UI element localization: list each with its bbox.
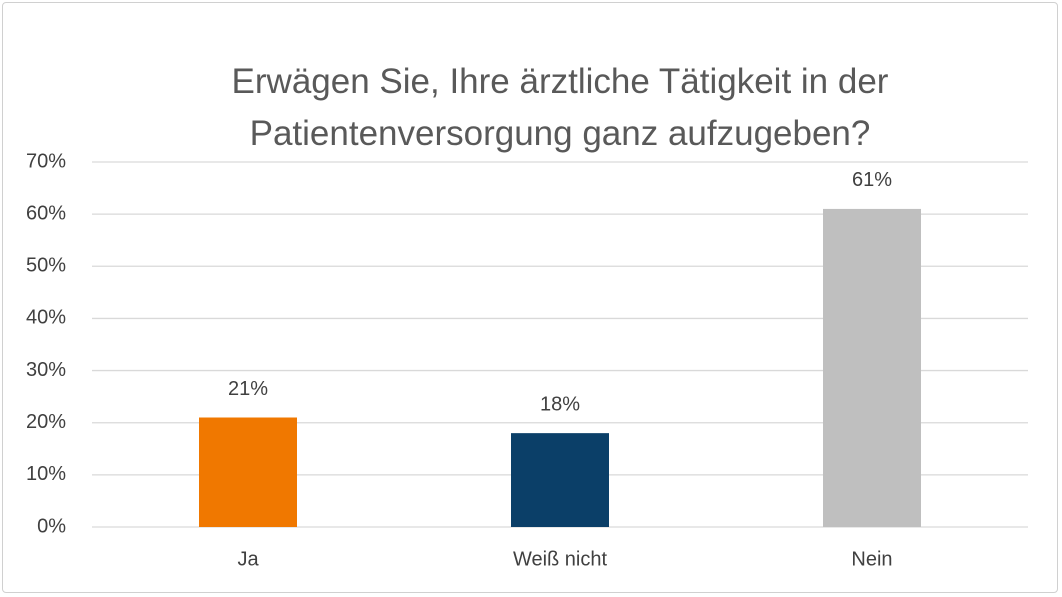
y-tick-label: 10% — [26, 463, 66, 485]
y-tick-label: 20% — [26, 411, 66, 433]
bar — [199, 417, 297, 527]
y-tick-label: 0% — [37, 515, 66, 537]
data-label: 61% — [852, 169, 892, 191]
x-tick-label: Nein — [851, 548, 892, 570]
x-tick-label: Ja — [237, 548, 259, 570]
bar — [511, 433, 609, 527]
bar — [823, 208, 921, 527]
data-label: 18% — [540, 393, 580, 415]
y-tick-label: 50% — [26, 255, 66, 277]
y-tick-label: 70% — [26, 150, 66, 172]
y-tick-label: 60% — [26, 202, 66, 224]
data-label: 21% — [228, 378, 268, 400]
x-tick-label: Weiß nicht — [513, 548, 608, 570]
y-tick-label: 40% — [26, 307, 66, 329]
chart-title: Erwägen Sie, Ihre ärztliche Tätigkeit in… — [231, 62, 889, 153]
y-tick-label: 30% — [26, 359, 66, 381]
